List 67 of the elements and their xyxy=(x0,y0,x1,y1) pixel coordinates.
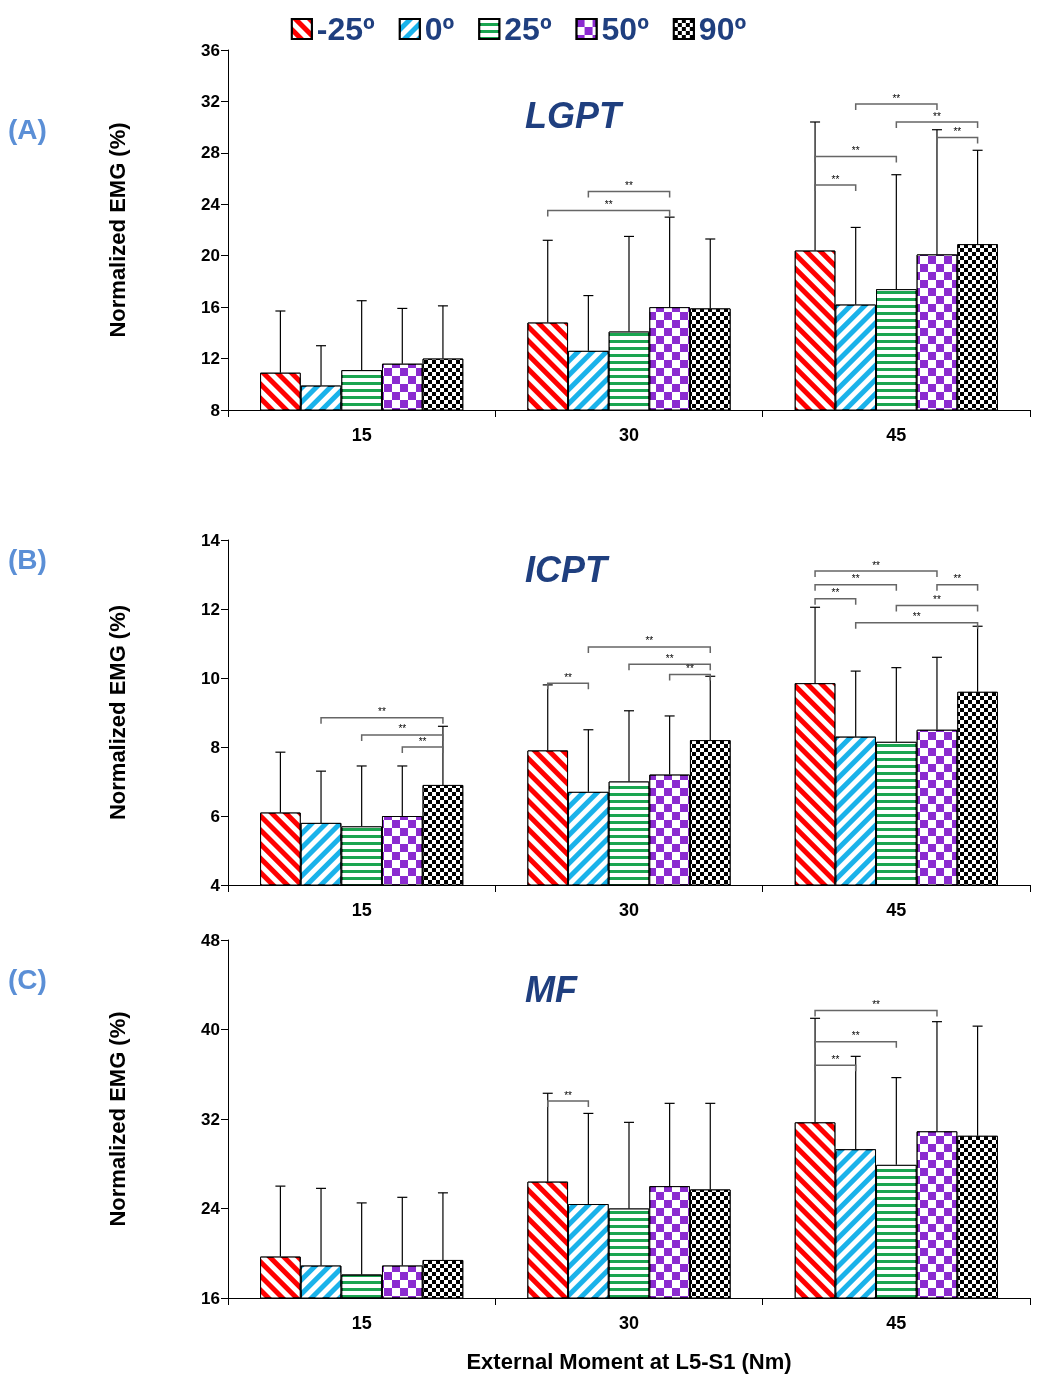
text: (C) xyxy=(8,963,47,995)
annotation: ** xyxy=(831,1053,840,1065)
y-axis-title: Normalized EMG (%) xyxy=(104,122,130,338)
x-tick-label: 30 xyxy=(618,425,640,445)
chart-title: ICPT xyxy=(525,548,611,590)
annotation: ** xyxy=(953,573,962,585)
y-tick-label: 20 xyxy=(201,246,220,266)
legend-label: 50º xyxy=(601,11,650,47)
x-tick-label: 45 xyxy=(886,1313,907,1333)
annotation: ** xyxy=(604,199,613,211)
annotation: ** xyxy=(933,594,941,606)
y-tick-label: 24 xyxy=(201,194,221,214)
x-tick-label: 30 xyxy=(618,1313,640,1333)
y-axis-title: Normalized EMG (%) xyxy=(104,1011,130,1227)
annotation: ** xyxy=(686,663,694,675)
y-axis-title: Normalized EMG (%) xyxy=(104,604,130,821)
legend-label: 0º xyxy=(424,11,455,47)
annotation: ** xyxy=(564,1089,573,1101)
legend-label: -25º xyxy=(316,11,376,47)
y-tick-label: 8 xyxy=(210,737,220,757)
y-tick-label: 28 xyxy=(201,143,220,163)
annotation: ** xyxy=(378,706,386,718)
x-axis-title: External Moment at L5-S1 (Nm) xyxy=(466,1348,792,1374)
y-tick-label: 6 xyxy=(210,806,220,826)
annotation: ** xyxy=(418,735,427,747)
y-tick-label: 14 xyxy=(201,530,221,550)
text: MF xyxy=(525,968,578,1010)
annotation: ** xyxy=(933,110,941,122)
annotation: ** xyxy=(872,559,881,571)
legend-label: 25º xyxy=(504,11,552,47)
y-tick-label: 32 xyxy=(201,91,220,111)
annotation: ** xyxy=(625,179,633,191)
x-tick-label: 45 xyxy=(886,425,907,445)
annotation: ** xyxy=(912,611,921,623)
annotation: ** xyxy=(953,125,962,137)
x-tick-label: 15 xyxy=(351,900,372,920)
y-tick-label: 8 xyxy=(210,400,220,420)
y-tick-label: 36 xyxy=(201,40,220,60)
x-tick-label: 15 xyxy=(351,425,372,445)
y-tick-label: 12 xyxy=(201,349,220,369)
x-tick-label: 45 xyxy=(886,900,907,920)
text: (A) xyxy=(8,113,47,145)
x-tick-label: 30 xyxy=(618,900,640,920)
y-tick-label: 16 xyxy=(201,297,220,317)
y-tick-label: 10 xyxy=(201,668,220,688)
text: (B) xyxy=(8,543,47,575)
y-tick-label: 12 xyxy=(201,599,220,619)
annotation: ** xyxy=(851,145,860,157)
annotation: ** xyxy=(831,173,840,185)
text: LGPT xyxy=(525,94,624,136)
annotation: ** xyxy=(892,92,901,104)
annotation: ** xyxy=(872,999,881,1011)
annotation: ** xyxy=(851,573,860,585)
annotation: ** xyxy=(851,1030,860,1042)
annotation: ** xyxy=(831,587,840,599)
y-tick-label: 32 xyxy=(201,1109,220,1129)
y-tick-label: 24 xyxy=(201,1199,221,1218)
y-tick-label: 40 xyxy=(201,1020,220,1039)
annotation: ** xyxy=(665,652,674,664)
x-tick-label: 15 xyxy=(351,1313,372,1333)
y-tick-label: 4 xyxy=(210,875,221,895)
y-tick-label: 48 xyxy=(201,930,220,950)
annotation: ** xyxy=(398,723,407,735)
annotation: ** xyxy=(564,671,573,683)
legend-label: 90º xyxy=(698,11,747,47)
annotation: ** xyxy=(645,635,654,647)
y-tick-label: 16 xyxy=(201,1288,220,1308)
